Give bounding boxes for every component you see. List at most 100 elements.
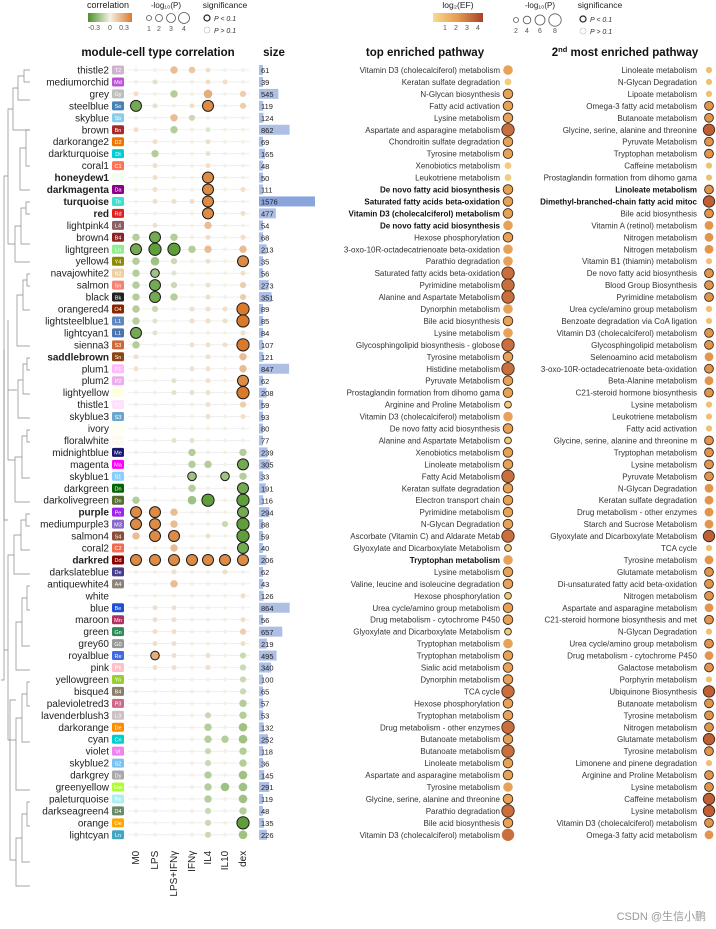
correlation-dot (189, 390, 195, 396)
module-color-tag (112, 663, 124, 672)
correlation-dot (153, 127, 157, 132)
top-pathway-dot (501, 266, 515, 280)
module-row-navajowhite2: navajowhite2 N2 56 Saturated fatty acids be… (51, 266, 714, 280)
top-pathway-dot (502, 757, 514, 769)
second-pathway-dot (705, 305, 713, 313)
module-color-tag (112, 400, 124, 410)
size-bar (259, 734, 268, 745)
correlation-dot (153, 92, 157, 96)
module-abbr: B4 (115, 236, 122, 242)
top-pathway-dot (501, 290, 515, 304)
legend-corr-tick-pos: 0.3 (119, 25, 129, 32)
second-pathway-dot (704, 352, 714, 362)
module-row-royalblue: royalblue Re 495 Tryptophan metabolism Drug … (68, 650, 714, 662)
correlation-dot (170, 544, 178, 552)
correlation-dot (206, 450, 210, 455)
module-row-palevioletred3: palevioletred3 P3 57 Hexose phosphorylation… (47, 698, 714, 710)
correlation-dot (237, 506, 249, 519)
module-color-tag (112, 722, 124, 732)
correlation-dot (221, 521, 229, 528)
module-color-tag (112, 686, 124, 696)
module-label: royalblue (68, 651, 109, 662)
module-label: mediumorchid (46, 77, 109, 88)
second-pathway-label: Lysine metabolism (631, 401, 697, 410)
module-label: lightgreen (65, 245, 109, 256)
module-label: orangered4 (58, 305, 110, 316)
correlation-dot (204, 748, 212, 755)
correlation-dot (172, 474, 176, 479)
correlation-dot (134, 713, 138, 718)
correlation-dot (153, 211, 157, 216)
module-color-tag (112, 364, 124, 374)
correlation-dot (152, 175, 158, 181)
correlation-dot (239, 245, 247, 253)
correlation-dot (206, 426, 210, 431)
correlation-dot (134, 677, 138, 682)
second-pathway-dot (704, 376, 714, 386)
top-pathway-label: Glyoxylate and Dicarboxylate Metabolism (353, 628, 500, 637)
correlation-dot (238, 722, 248, 732)
second-pathway-label: Nitrogen metabolism (624, 245, 698, 254)
size-value: 88 (261, 520, 269, 529)
correlation-dot (205, 294, 211, 300)
size-value: 351 (261, 293, 274, 302)
correlation-dot (240, 187, 246, 192)
correlation-dot (223, 331, 227, 335)
module-color-tag (112, 77, 124, 87)
correlation-dot (236, 314, 250, 328)
module-abbr: De (114, 725, 121, 731)
second-pathway-dot (704, 268, 714, 279)
legend-ef-tick: 1 (443, 25, 447, 32)
size-bar (259, 554, 267, 565)
module-abbr: L4 (115, 224, 121, 230)
top-pathway-label: Bile acid biosynthesis (424, 819, 500, 828)
second-pathway-dot (704, 184, 714, 195)
module-abbr: Se (115, 104, 122, 110)
module-color-tag (112, 495, 124, 505)
size-value: 56 (261, 616, 269, 625)
top-pathway-dot (502, 136, 514, 147)
size-bar (259, 160, 263, 171)
module-row-turquoise: turquoise Te 1576 Saturated fatty acids bet… (63, 195, 716, 208)
module-abbr: Ln (115, 247, 121, 253)
correlation-dot (241, 605, 245, 610)
size-value: 145 (261, 771, 274, 780)
correlation-dot (153, 68, 157, 72)
correlation-dot (134, 115, 138, 120)
correlation-dot (190, 641, 194, 646)
top-pathway-dot (501, 828, 515, 841)
correlation-dot (240, 210, 246, 216)
size-value: 68 (261, 234, 269, 243)
top-pathway-dot (502, 710, 514, 721)
correlation-dot (223, 725, 227, 730)
correlation-dot (172, 820, 176, 825)
module-abbr: G0 (114, 642, 121, 648)
correlation-dot (223, 629, 227, 634)
module-abbr: T2 (115, 68, 121, 74)
size-value: 239 (261, 449, 274, 458)
top-pathway-dot (502, 566, 514, 578)
second-pathway-label: Vitamin D3 (cholecalciferol) metabolism (557, 329, 698, 338)
correlation-dot (204, 771, 212, 779)
module-abbr: Pe (115, 797, 122, 803)
size-value: 107 (261, 341, 274, 350)
correlation-dot (170, 90, 178, 98)
correlation-dot (190, 187, 194, 192)
legend-size2-circle-1 (513, 17, 519, 23)
second-pathway-label: Dimethyl-branched-chain fatty acid mitoc (540, 197, 697, 206)
size-value: 62 (261, 568, 269, 577)
module-abbr: Pk (115, 666, 122, 672)
correlation-dot (223, 283, 227, 287)
legend-size2-circle-4 (548, 13, 562, 27)
correlation-dot (153, 701, 157, 706)
correlation-dot (149, 506, 161, 519)
module-color-tag (112, 794, 124, 804)
correlation-dot (222, 79, 228, 85)
second-pathway-label: Galactose metabolism (618, 664, 697, 673)
top-pathway-label: Hexose phosphorylation (414, 592, 500, 601)
second-pathway-dot (704, 722, 714, 733)
top-pathway-dot (504, 174, 512, 181)
correlation-dot (171, 198, 177, 204)
correlation-dot (132, 293, 140, 301)
correlation-dot (223, 581, 227, 586)
